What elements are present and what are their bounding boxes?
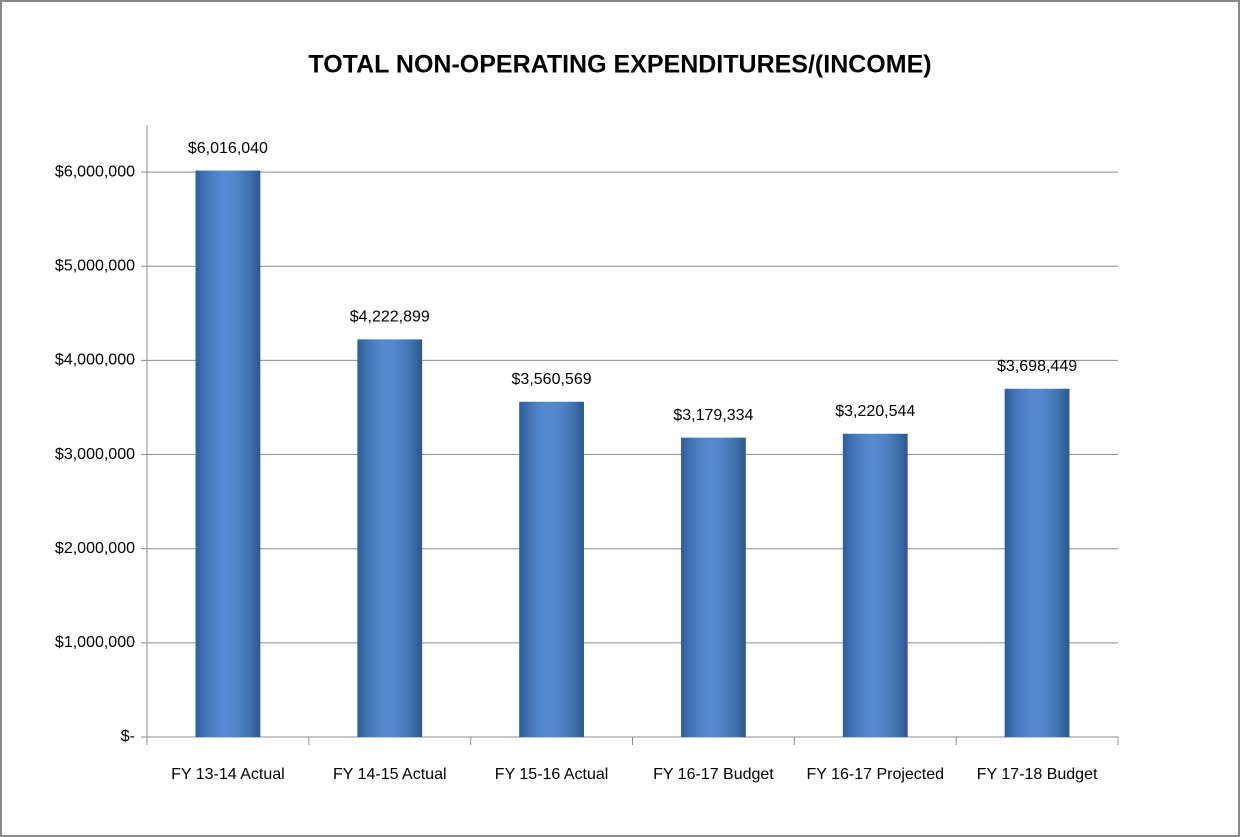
value-label: $3,560,569 [512,371,592,388]
bar-shading [842,433,908,737]
bar-shading [1004,388,1070,737]
y-tick-label: $- [121,728,135,745]
x-tick-label: FY 14-15 Actual [333,766,447,783]
bar-shading [357,339,423,737]
y-tick-label: $3,000,000 [55,446,135,463]
x-tick-label: FY 15-16 Actual [495,766,609,783]
value-label: $4,222,899 [350,309,430,326]
bar-shading [681,437,746,737]
chart-title: TOTAL NON-OPERATING EXPENDITURES/(INCOME… [308,51,931,79]
value-label: $3,698,449 [997,358,1077,375]
y-tick-label: $6,000,000 [55,163,135,180]
y-tick-label: $5,000,000 [55,257,135,274]
value-label: $6,016,040 [188,140,268,157]
x-tick-label: FY 13-14 Actual [171,766,285,783]
value-label: $3,220,544 [835,403,915,420]
x-tick-label: FY 17-18 Budget [977,766,1098,783]
value-label: $3,179,334 [673,407,753,424]
x-tick-label: FY 16-17 Budget [653,766,774,783]
bar-shading [195,170,261,737]
x-tick-label: FY 16-17 Projected [806,766,944,783]
y-tick-label: $4,000,000 [55,352,135,369]
y-tick-label: $2,000,000 [55,540,135,557]
bar-shading [519,401,584,737]
y-tick-label: $1,000,000 [55,634,135,651]
